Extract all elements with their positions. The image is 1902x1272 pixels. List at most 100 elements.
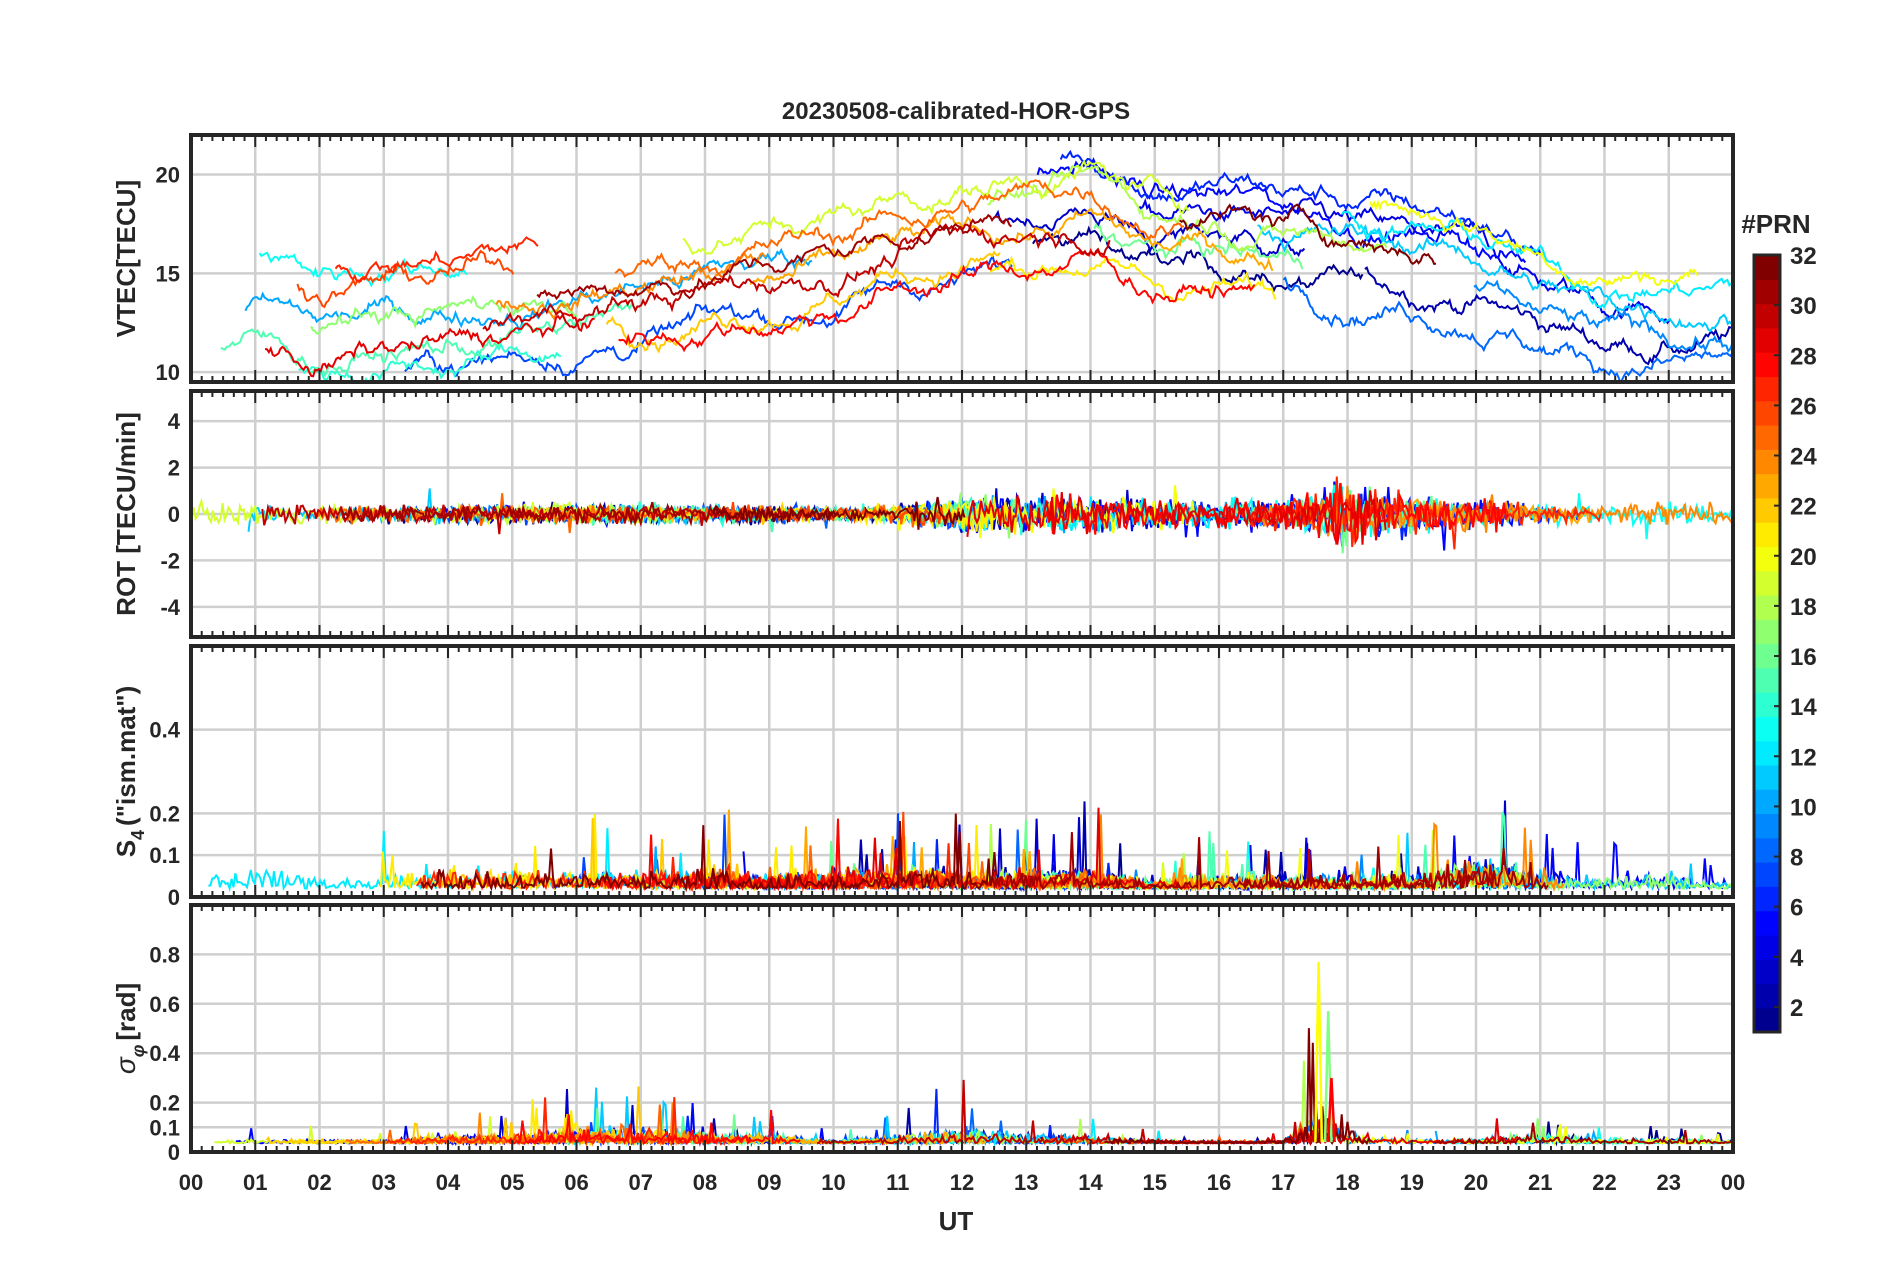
series-prn-18: [987, 164, 1388, 253]
y-tick-label: 15: [156, 261, 180, 286]
series-prn-8: [1282, 276, 1733, 382]
colorbar-segment: [1754, 692, 1780, 717]
series-prn-27: [334, 236, 539, 283]
series-prn-20: [1369, 199, 1699, 287]
colorbar-segment: [1754, 594, 1780, 620]
series-prn-31: [1434, 1122, 1732, 1145]
x-tick-label: 22: [1592, 1170, 1616, 1195]
y-tick-label: 0: [168, 885, 180, 910]
y-tick-label: 2: [168, 456, 180, 481]
x-tick-label: 03: [372, 1170, 396, 1195]
colorbar-tick-label: 4: [1790, 945, 1804, 972]
y-tick-label: 0.4: [149, 1041, 180, 1066]
x-tick-label: 18: [1335, 1170, 1359, 1195]
x-tick-label: 15: [1143, 1170, 1167, 1195]
series-prn-29: [966, 490, 1387, 546]
series-group: [191, 476, 1733, 554]
panel-rot: -4 -2 0 2 4 ROT [TECU/min]: [111, 389, 1735, 639]
spike-mark: [1314, 961, 1324, 1143]
x-tick-label: 06: [564, 1170, 588, 1195]
colorbar-segment: [1754, 789, 1780, 815]
series-prn-28: [618, 247, 1256, 353]
colorbar-segment: [1754, 255, 1780, 280]
series-prn-30: [482, 223, 1111, 332]
series-prn-19: [682, 159, 1190, 256]
colorbar-tick-label: 24: [1790, 444, 1817, 471]
colorbar-tick-label: 26: [1790, 393, 1817, 420]
x-tick-label: 12: [950, 1170, 974, 1195]
colorbar-tick-label: 8: [1790, 845, 1803, 872]
series-prn-26: [1045, 1120, 1319, 1145]
series-prn-9: [1473, 279, 1733, 353]
x-tick-label: 21: [1528, 1170, 1552, 1195]
x-tick-label: 23: [1657, 1170, 1681, 1195]
colorbar-segment: [1754, 376, 1780, 402]
x-tick-label: 08: [693, 1170, 717, 1195]
x-tick-label: 05: [500, 1170, 524, 1195]
y-tick-label: 0.4: [149, 718, 180, 743]
y-tick-label: 0.6: [149, 992, 180, 1017]
colorbar-segment: [1754, 1007, 1780, 1033]
x-tick-label: 02: [307, 1170, 331, 1195]
panel-s4: 0 0.1 0.2 0.4S4("ism.mat"): [111, 644, 1735, 910]
colorbar-segment: [1754, 813, 1780, 839]
colorbar-segment: [1754, 837, 1780, 863]
x-tick-label: 20: [1464, 1170, 1488, 1195]
colorbar-tick-label: 16: [1790, 644, 1817, 671]
series-prn-7: [404, 254, 1013, 378]
series-group: [208, 800, 1733, 893]
y-axis-label-s4: S4("ism.mat"): [111, 686, 148, 858]
series-prn-25: [614, 179, 1185, 278]
series-prn-31: [536, 213, 1013, 301]
x-tick-labels: 00 01 02 03 04 05 06 07 08 09 10 11 12 13 14 15 16 17 18 19…: [179, 1170, 1745, 1195]
colorbar-tick-label: 2: [1790, 995, 1803, 1022]
series-group: [214, 961, 1733, 1148]
series-prn-32: [713, 496, 966, 530]
colorbar-tick-label: 12: [1790, 744, 1817, 771]
colorbar-segment: [1754, 352, 1780, 378]
colorbar-tick-label: 18: [1790, 594, 1817, 621]
colorbar-tick-label: 30: [1790, 293, 1817, 320]
colorbar-segment: [1754, 667, 1780, 693]
colorbar-segment: [1754, 959, 1780, 985]
colorbar-segment: [1754, 740, 1780, 766]
colorbar-title: #PRN: [1741, 209, 1810, 239]
panel-vtec: 10 15 20 VTEC[TECU]: [111, 133, 1735, 385]
y-tick-label: 0.8: [149, 942, 180, 967]
colorbar-segment: [1754, 862, 1780, 887]
colorbar-segment: [1754, 764, 1780, 790]
y-tick-label: -2: [160, 548, 180, 573]
y-tick-label: 4: [168, 409, 181, 434]
colorbar-tick-label: 10: [1790, 794, 1817, 821]
x-tick-label: 09: [757, 1170, 781, 1195]
colorbar-segment: [1754, 473, 1780, 499]
y-tick-label: 0: [168, 1140, 180, 1165]
y-tick-label: 20: [156, 163, 180, 188]
colorbar-segment: [1754, 424, 1780, 450]
x-tick-label: 04: [436, 1170, 461, 1195]
x-tick-label: 01: [243, 1170, 267, 1195]
colorbar-segment: [1754, 910, 1780, 936]
series-prn-30: [1242, 848, 1494, 893]
series-prn-14: [298, 341, 562, 382]
x-tick-label: 13: [1014, 1170, 1038, 1195]
y-tick-label: 0.2: [149, 1091, 180, 1116]
y-tick-label: 0: [168, 502, 180, 527]
series-prn-1: [1032, 225, 1364, 294]
colorbar-tick-label: 14: [1790, 694, 1817, 721]
colorbar-segment: [1754, 303, 1780, 329]
x-tick-label: 16: [1207, 1170, 1231, 1195]
series-prn-29: [264, 312, 595, 378]
colorbar-segment: [1754, 522, 1780, 547]
x-tick-label: 00: [1721, 1170, 1745, 1195]
x-tick-label: 17: [1271, 1170, 1295, 1195]
series-prn-32: [1179, 203, 1437, 266]
series-prn-28: [1044, 483, 1509, 546]
colorbar-tick-label: 6: [1790, 895, 1803, 922]
colorbar-tick-label: 22: [1790, 494, 1817, 521]
y-axis-label-vtec: VTEC[TECU]: [111, 180, 141, 337]
series-prn-11: [1257, 222, 1733, 333]
colorbar-segment: [1754, 983, 1780, 1009]
